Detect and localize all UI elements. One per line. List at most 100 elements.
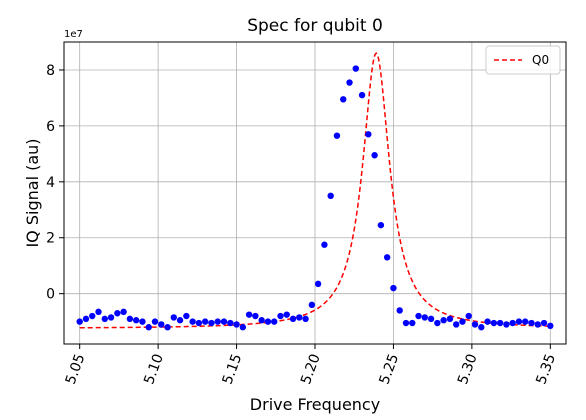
- data-point: [132, 317, 140, 324]
- data-point: [296, 314, 303, 321]
- data-point: [409, 319, 416, 327]
- data-point: [434, 319, 441, 327]
- data-point: [189, 318, 196, 325]
- chart-title: Spec for qubit 0: [247, 16, 383, 36]
- x-axis-label: Drive Frequency: [250, 395, 380, 414]
- data-point: [440, 317, 447, 324]
- data-point: [390, 284, 397, 292]
- x-tick-label: 5.20: [298, 352, 324, 387]
- data-point: [446, 315, 454, 323]
- data-point: [371, 152, 378, 159]
- data-point: [264, 318, 272, 325]
- y-tick-label: 8: [46, 63, 55, 79]
- data-point: [377, 221, 385, 229]
- data-point: [452, 321, 460, 328]
- legend-box: [485, 45, 561, 75]
- x-tick-label: 5.30: [455, 352, 481, 387]
- data-point: [208, 319, 215, 327]
- data-point: [277, 312, 284, 320]
- data-point: [214, 318, 221, 325]
- data-points-layer: [76, 65, 554, 331]
- data-point: [76, 318, 83, 325]
- y-tick-label: 2: [46, 231, 55, 247]
- x-tick-label: 5.35: [533, 352, 559, 387]
- data-point: [547, 322, 554, 330]
- data-point: [170, 314, 178, 321]
- data-point: [522, 318, 529, 325]
- data-point: [478, 324, 485, 331]
- data-point: [89, 312, 96, 320]
- data-point: [465, 312, 472, 320]
- data-point: [126, 315, 134, 323]
- data-point: [365, 131, 372, 138]
- data-point: [258, 317, 265, 324]
- data-point: [496, 319, 504, 327]
- data-point: [490, 319, 498, 327]
- data-point: [540, 319, 548, 327]
- data-point: [534, 321, 541, 328]
- data-point: [220, 318, 228, 325]
- data-point: [183, 312, 190, 320]
- x-tick-label: 5.05: [63, 352, 89, 387]
- data-point: [271, 318, 278, 325]
- data-point: [459, 318, 466, 325]
- data-point: [195, 319, 203, 327]
- y-tick-label: 6: [46, 119, 55, 135]
- data-point: [358, 91, 366, 99]
- data-point: [158, 321, 165, 328]
- data-point: [114, 310, 121, 317]
- x-tick-label: 5.25: [376, 352, 402, 387]
- data-point: [484, 318, 491, 325]
- y-axis-ticks: 0 2 4 6 8: [46, 63, 64, 303]
- y-axis-label: IQ Signal (au): [23, 138, 42, 247]
- data-point: [314, 280, 322, 288]
- y-tick-label: 0: [46, 287, 55, 303]
- data-point: [302, 315, 309, 323]
- data-point: [327, 192, 334, 199]
- data-point: [145, 324, 152, 331]
- data-point: [509, 319, 516, 327]
- data-point: [151, 318, 159, 325]
- data-point: [383, 254, 391, 261]
- data-point: [352, 65, 359, 72]
- data-point: [528, 319, 535, 327]
- legend-label-q0: Q0: [532, 53, 549, 67]
- legend: Q0: [485, 45, 561, 75]
- data-point: [283, 311, 290, 318]
- x-tick-label: 5.10: [141, 352, 167, 387]
- data-point: [107, 314, 115, 321]
- data-point: [201, 318, 209, 325]
- data-point: [95, 308, 102, 316]
- data-point: [289, 315, 297, 323]
- y-axis-offset-label: 1e7: [64, 29, 83, 40]
- data-point: [471, 321, 479, 328]
- data-point: [340, 96, 347, 103]
- data-point: [308, 301, 316, 309]
- data-point: [415, 312, 422, 320]
- data-point: [239, 324, 247, 331]
- data-point: [346, 79, 353, 86]
- data-point: [427, 315, 435, 323]
- data-point: [421, 314, 429, 321]
- data-point: [333, 132, 341, 139]
- data-point: [396, 307, 403, 314]
- data-point: [321, 241, 328, 248]
- data-point: [503, 321, 510, 328]
- data-point: [176, 317, 184, 324]
- data-point: [82, 315, 90, 323]
- data-point: [245, 311, 253, 318]
- x-tick-label: 5.15: [220, 352, 246, 387]
- grid: [64, 42, 566, 344]
- data-point: [252, 312, 259, 320]
- data-point: [101, 315, 108, 323]
- data-point: [120, 308, 127, 316]
- y-tick-label: 4: [46, 175, 55, 191]
- x-axis-ticks: 5.05 5.10 5.15 5.20 5.25 5.30 5.35: [63, 344, 559, 387]
- data-point: [139, 318, 146, 325]
- data-point: [515, 318, 523, 325]
- data-point: [164, 324, 171, 331]
- data-point: [227, 319, 234, 327]
- data-point: [233, 321, 240, 328]
